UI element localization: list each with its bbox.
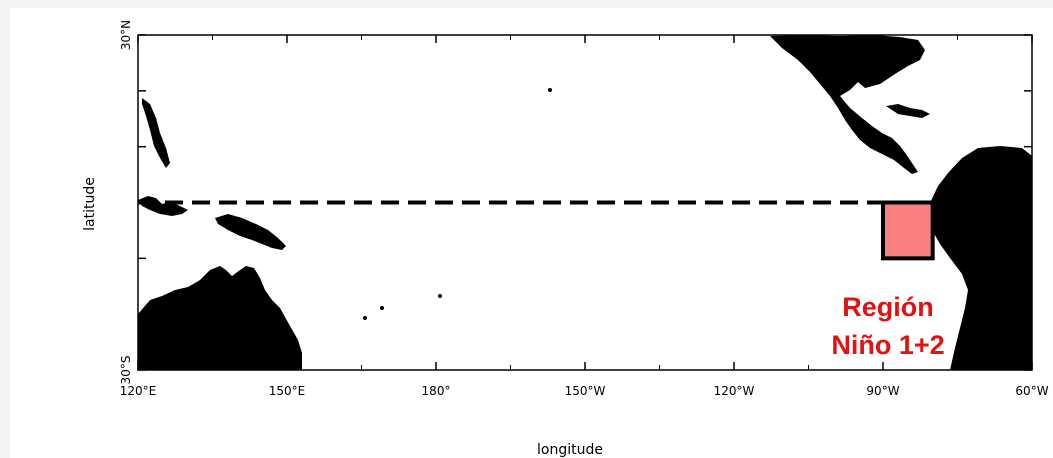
lon-tick-label: 90°W [866, 384, 899, 398]
philippines-islands [142, 98, 170, 168]
pacific-island [363, 316, 367, 320]
lon-tick-label: 150°E [269, 384, 306, 398]
region-label-line-2: Niño 1+2 [831, 330, 944, 360]
australia-landmass [138, 266, 302, 370]
indonesia-islands [138, 196, 188, 216]
pacific-island [548, 88, 552, 92]
pacific-island [438, 294, 442, 298]
caribbean-islands [886, 104, 930, 118]
tick-labels: 120°E 150°E 180° 150°W 120°W 90°W 60°W 30°N 30°S [119, 20, 1049, 398]
lat-tick-label: 30°S [119, 356, 133, 385]
map-canvas: Región Niño 1+2 120°E 150°E 180° 150°W 120°W… [82, 20, 1049, 458]
y-axis-title: latitude [82, 177, 98, 231]
region-label-line-1: Región [842, 292, 934, 322]
x-axis-title: longitude [537, 442, 603, 458]
lon-tick-label: 180° [422, 384, 451, 398]
new-guinea-landmass [215, 214, 286, 250]
map-figure: Región Niño 1+2 120°E 150°E 180° 150°W 120°W… [10, 8, 1053, 458]
lon-tick-label: 120°E [120, 384, 157, 398]
axis-ticks [137, 34, 1033, 371]
lon-tick-label: 150°W [565, 384, 606, 398]
lon-tick-label: 120°W [714, 384, 755, 398]
nino-1-2-region-box [881, 200, 935, 261]
north-america-landmass [770, 35, 925, 174]
lon-tick-label: 60°W [1015, 384, 1048, 398]
pacific-island [380, 306, 384, 310]
lat-tick-label: 30°N [119, 20, 133, 50]
